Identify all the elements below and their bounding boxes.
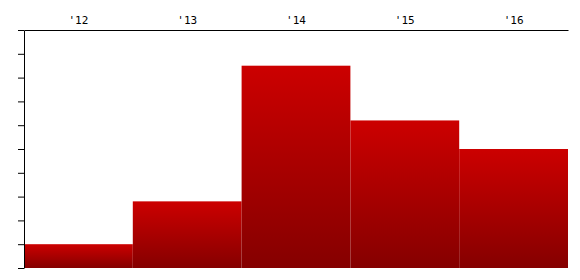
tick-label: '16 — [504, 14, 524, 27]
tick — [18, 125, 24, 126]
tick — [18, 197, 24, 198]
tick-mark — [18, 54, 24, 55]
tick: '16 — [504, 14, 524, 27]
axis-line — [24, 31, 25, 269]
tick-mark — [18, 244, 24, 245]
tick-label: '13 — [177, 14, 197, 27]
tick — [18, 149, 24, 150]
tick — [18, 54, 24, 55]
tick-mark — [18, 220, 24, 221]
tick — [18, 78, 24, 79]
tick — [18, 101, 24, 102]
y-axis — [18, 31, 25, 269]
x-axis: '12 '13 '14 '15 '16 — [25, 14, 569, 31]
tick — [18, 220, 24, 221]
tick — [18, 268, 24, 269]
tick: '14 — [286, 14, 306, 27]
bar — [350, 120, 459, 268]
tick-mark — [18, 125, 24, 126]
tick: '15 — [395, 14, 415, 27]
tick-mark — [18, 78, 24, 79]
plot: '12 '13 '14 '15 '16 — [18, 14, 569, 269]
bar — [242, 66, 351, 268]
tick-mark — [18, 173, 24, 174]
chart: '12 '13 '14 '15 '16 — [0, 0, 580, 280]
bar — [133, 201, 242, 268]
bar — [459, 149, 568, 268]
tick-mark — [18, 197, 24, 198]
tick-mark — [18, 101, 24, 102]
tick-mark — [18, 268, 24, 269]
tick-label: '12 — [68, 14, 88, 27]
tick-mark — [18, 149, 24, 150]
bars — [24, 66, 568, 268]
tick — [18, 30, 24, 31]
tick — [18, 173, 24, 174]
tick-label: '15 — [395, 14, 415, 27]
tick-label: '14 — [286, 14, 306, 27]
tick: '12 — [68, 14, 88, 27]
tick-mark — [18, 30, 24, 31]
tick: '13 — [177, 14, 197, 27]
bar — [24, 244, 133, 268]
axis-line — [25, 30, 569, 31]
tick — [18, 244, 24, 245]
